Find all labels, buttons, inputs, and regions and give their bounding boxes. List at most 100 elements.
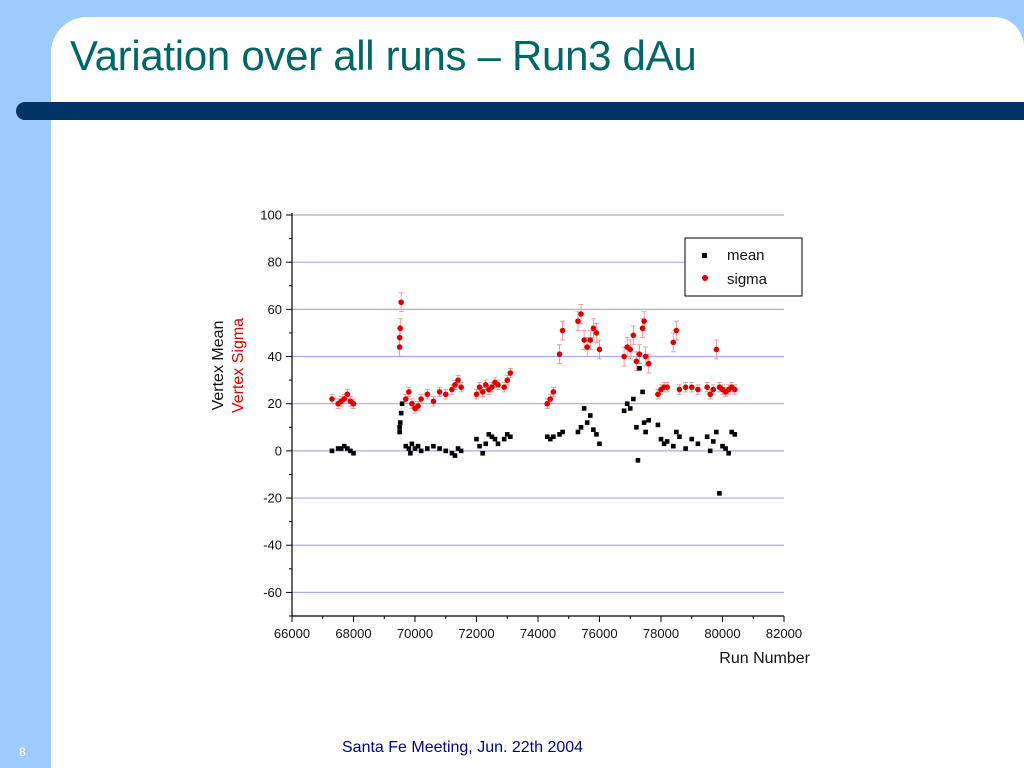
- y-tick-label: 60: [268, 302, 282, 317]
- mean-point: [732, 432, 738, 437]
- sigma-point: [710, 386, 717, 393]
- sigma-point: [452, 382, 458, 388]
- sigma-point: [396, 334, 403, 341]
- mean-point: [449, 450, 455, 456]
- mean-point: [704, 434, 710, 440]
- mean-point: [437, 446, 442, 451]
- sigma-point: [707, 391, 713, 398]
- sigma-point: [402, 396, 409, 402]
- mean-point: [581, 406, 587, 411]
- sigma-point: [406, 389, 412, 395]
- x-tick-label: 70000: [397, 626, 433, 641]
- sigma-point: [398, 299, 404, 306]
- mean-point: [637, 366, 642, 371]
- sigma-point: [544, 400, 551, 407]
- sigma-point: [397, 325, 404, 332]
- mean-point: [710, 439, 716, 444]
- mean-point: [587, 413, 593, 418]
- error-bars: [329, 292, 738, 414]
- x-tick-label: 82000: [766, 626, 802, 641]
- mean-point: [591, 427, 596, 432]
- mean-point: [501, 436, 507, 442]
- sigma-point: [596, 346, 603, 353]
- sigma-point: [473, 391, 480, 398]
- x-tick-label: 80000: [704, 626, 740, 641]
- mean-point: [431, 443, 436, 449]
- sigma-point: [593, 330, 600, 336]
- y-tick-label: 40: [268, 349, 282, 364]
- sigma-point: [655, 391, 661, 398]
- grid-lines: [292, 214, 784, 594]
- sigma-point: [578, 311, 584, 317]
- mean-point: [683, 446, 688, 451]
- sigma-point: [436, 389, 443, 395]
- sigma-point: [704, 384, 710, 390]
- mean-point: [646, 417, 651, 423]
- y-tick-label: -40: [263, 538, 282, 553]
- mean-point: [689, 436, 695, 442]
- page-number: 8: [19, 745, 26, 759]
- legend-mean-marker: [702, 253, 707, 258]
- sigma-point: [688, 384, 695, 390]
- mean-point: [717, 491, 722, 496]
- legend-sigma-marker: [702, 275, 708, 281]
- sigma-point: [556, 351, 563, 357]
- y-tick-label: 80: [268, 255, 282, 270]
- sigma-point: [415, 403, 421, 409]
- sigma-point: [396, 344, 403, 350]
- mean-point: [408, 450, 413, 456]
- mean-point: [474, 436, 479, 442]
- mean-point: [458, 448, 464, 454]
- mean-point: [508, 434, 513, 440]
- mean-point: [397, 420, 403, 425]
- mean-point: [335, 446, 341, 451]
- mean-point: [480, 450, 485, 456]
- mean-point: [345, 446, 350, 451]
- y-tick-label: 100: [260, 208, 282, 223]
- mean-point: [398, 410, 404, 416]
- slide-title: Variation over all runs – Run3 dAu: [70, 32, 697, 79]
- mean-point: [486, 432, 492, 437]
- mean-point: [575, 429, 581, 435]
- sigma-point: [344, 391, 351, 398]
- legend-box: [684, 237, 803, 297]
- mean-point: [627, 406, 633, 411]
- sigma-point: [504, 377, 511, 383]
- legend: mean sigma: [684, 237, 803, 297]
- mean-point: [504, 432, 510, 437]
- y-axis-title-mean: Vertex Mean: [210, 321, 227, 411]
- mean-point: [455, 446, 461, 451]
- sigma-point: [641, 318, 647, 324]
- y-tick-label: 20: [268, 396, 282, 411]
- sigma-point: [575, 318, 581, 324]
- mean-point: [624, 401, 630, 407]
- title-rule-notch: [51, 102, 69, 120]
- mean-point: [621, 408, 627, 414]
- mean-point: [452, 453, 458, 458]
- mean-point: [640, 389, 645, 395]
- sigma-point: [418, 396, 424, 402]
- sigma-point: [350, 400, 357, 407]
- sigma-point: [627, 346, 634, 353]
- mean-point: [641, 420, 647, 425]
- sigma-point: [489, 384, 495, 390]
- mean-point: [726, 450, 731, 456]
- mean-point: [634, 424, 639, 430]
- sigma-point: [645, 360, 652, 367]
- axis-labels: Run Number Vertex Mean Vertex Sigma: [210, 318, 811, 667]
- mean-point: [397, 429, 402, 435]
- mean-point: [723, 446, 728, 451]
- mean-point: [412, 446, 418, 451]
- sigma-point: [633, 358, 640, 365]
- sigma-point: [479, 389, 486, 395]
- sigma-point: [630, 332, 637, 339]
- sigma-point: [673, 327, 680, 334]
- mean-point: [397, 424, 402, 430]
- sigma-point: [584, 344, 590, 350]
- mean-point: [714, 429, 719, 435]
- sigma-point: [670, 339, 677, 346]
- sigma-point: [559, 327, 566, 334]
- title-rule: [16, 102, 1024, 120]
- mean-point: [341, 443, 347, 449]
- mean-point: [631, 396, 636, 402]
